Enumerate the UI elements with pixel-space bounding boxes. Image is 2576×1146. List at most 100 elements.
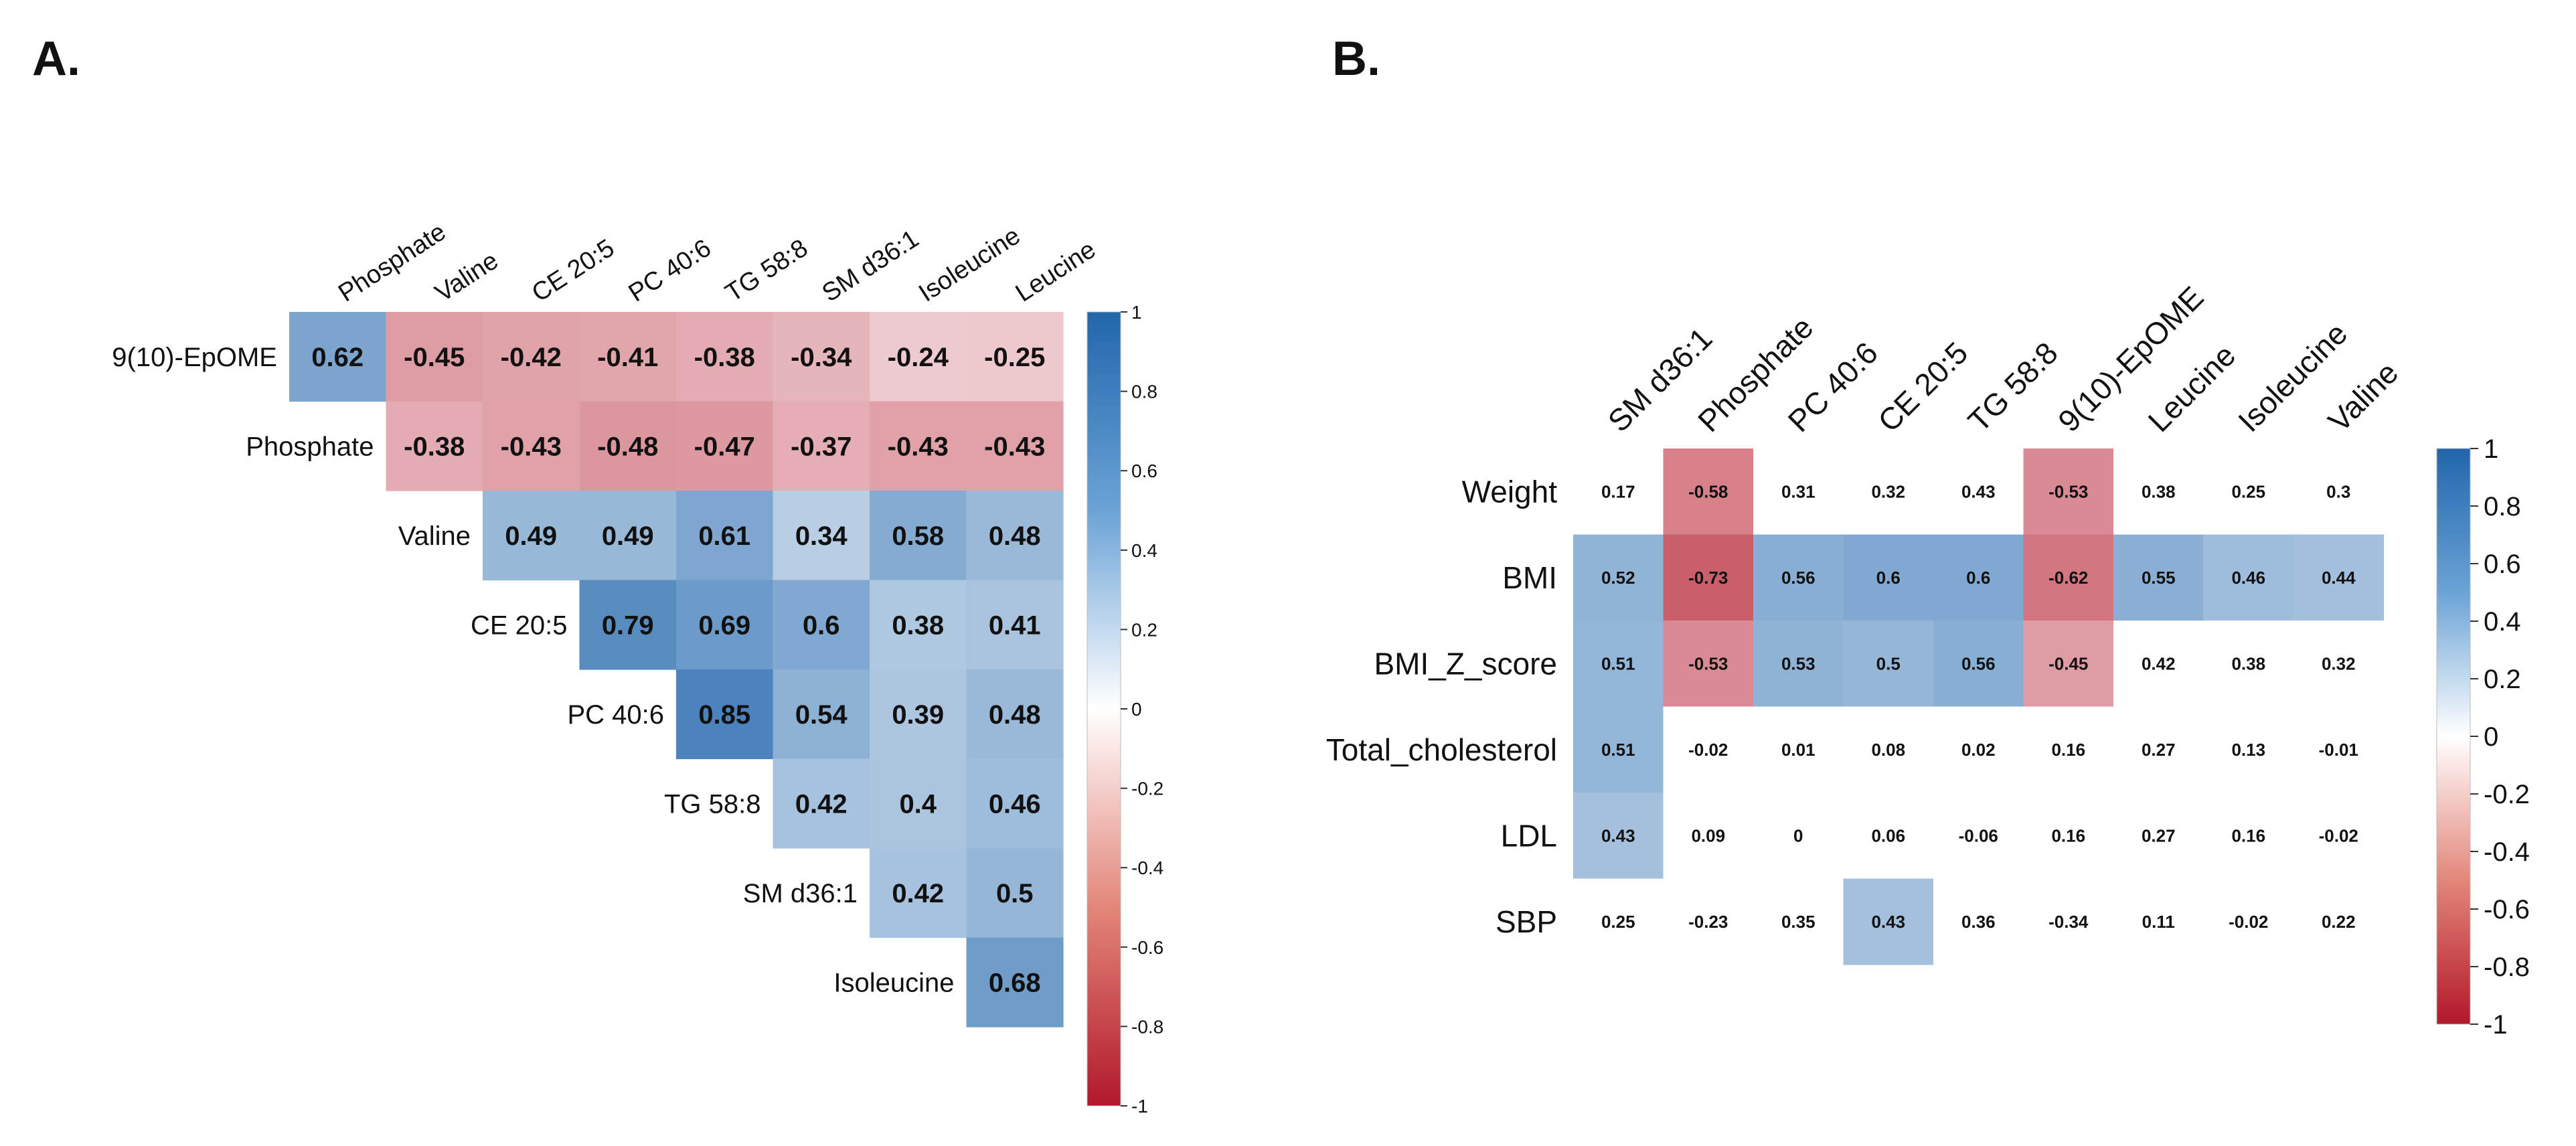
heatmap-b-cell [2023,878,2114,965]
heatmap-b-cell-value: 0.32 [2322,653,2356,673]
heatmap-b-cell-value: 0.25 [2231,481,2265,501]
colorbar-b-tick-label: -1 [2484,1010,2508,1040]
colorbar-a-tick-label: -0.2 [1131,779,1163,799]
colorbar-b-gradient [2436,448,2471,1025]
heatmap-a-cell-value: -0.48 [597,432,658,461]
panel-a-label: A. [32,32,80,86]
heatmap-a-cell-value: 0.69 [698,610,750,640]
heatmap-a-cell-value: 0.49 [602,521,654,551]
heatmap-a-cell [579,401,677,491]
heatmap-a-cell [870,491,967,581]
heatmap-a-cell-value: -0.45 [404,343,465,372]
heatmap-a-cell-value: 0.41 [989,610,1041,640]
heatmap-a-row-label: SM d36:1 [743,879,858,908]
heatmap-a-cell-value: -0.43 [984,432,1045,461]
colorbar-b-tick-label: 0.2 [2484,665,2521,694]
colorbar-b-tick-label: -0.2 [2484,780,2530,809]
heatmap-b-cell-value: 0.13 [2231,740,2265,760]
colorbar-b-tick-label: -0.8 [2484,953,2530,982]
heatmap-b-cell [1573,793,1664,880]
heatmap-a-column-label: Leucine [1011,236,1101,308]
colorbar-a-tick-label: 0.6 [1131,461,1157,481]
heatmap-b-cell [2293,706,2385,793]
colorbar-a-tick-label: -0.4 [1131,857,1163,878]
heatmap-b-cell [1933,621,2024,708]
heatmap-b-cell-value: 0.25 [1601,912,1635,932]
heatmap-b-cell-value: 0.32 [1871,481,1905,501]
heatmap-a-cell [870,401,967,491]
heatmap-a-cell [966,937,1064,1028]
heatmap-a-cell [966,491,1064,581]
heatmap-a-cell [870,848,967,938]
heatmap-a-cell-value: 0.85 [698,700,750,730]
heatmap-b-cell-value: 0.22 [2322,912,2356,932]
heatmap-a-row-label: PC 40:6 [567,700,664,730]
heatmap-b-column-label: TG 58:8 [1961,335,2065,438]
heatmap-b-cell-value: 0.56 [1961,653,1996,673]
heatmap-b-cell-value: 0.27 [2142,740,2176,760]
heatmap-b-cell [2023,448,2114,536]
colorbar-b: 1 0.8 0.6 0.4 0.2 0 -0.2 -0.4 -0.6 -0.8 -1 [2436,434,2530,1040]
heatmap-b-cell-value: 0.16 [2051,825,2085,845]
heatmap-b-column-label: CE 20:5 [1871,335,1974,438]
heatmap-a-cell-value: 0.54 [795,700,848,730]
colorbar-b-tick-label: -0.6 [2484,895,2530,924]
heatmap-a-cell [966,580,1064,670]
heatmap-a-cell-value: -0.43 [501,432,562,461]
heatmap-b-cell-value: 0.51 [1601,740,1635,760]
heatmap-b-cell-value: -0.62 [2048,568,2088,588]
heatmap-a-cell-value: -0.34 [791,343,852,372]
heatmap-a-cell-value: -0.24 [888,343,949,372]
heatmap-b-cell [2293,793,2385,880]
heatmap-a-cell-value: -0.43 [888,432,949,461]
heatmap-b-cell [1573,878,1664,965]
heatmap-a-cell [289,312,387,402]
heatmap-a-row-label: CE 20:5 [471,610,568,640]
colorbar-a-gradient [1086,311,1121,1107]
heatmap-b-cell-value: 0.42 [2142,653,2176,673]
heatmap-a-cell [870,758,967,849]
heatmap-b-cell [2203,793,2294,880]
heatmap-b-cell [2113,793,2204,880]
heatmap-b-cell-value: 0.3 [2326,481,2350,501]
heatmap-a-cell [676,669,774,760]
heatmap-b-cell-value: 0.17 [1601,481,1635,501]
colorbar-a-tick-label: -1 [1131,1096,1148,1117]
heatmap-b-cell-value: 0.5 [1876,653,1901,673]
heatmap-a-cell [676,580,774,670]
heatmap-b-cell-value: -0.53 [2048,481,2088,501]
heatmap-b-cell-value: 0.44 [2322,568,2356,588]
heatmap-b-cell-value: -0.73 [1688,568,1728,588]
heatmap-a-cell-value: 0.68 [989,968,1041,997]
heatmap-a-cell-value: -0.25 [984,343,1045,372]
heatmap-b-row-label: SBP [1496,904,1557,939]
heatmap-a-row-label: 9(10)-EpOME [112,343,277,372]
heatmap-b-cell-value: 0.46 [2231,568,2265,588]
heatmap-a-cell-value: -0.38 [694,343,755,372]
heatmap-a-row-label: Valine [398,521,471,551]
heatmap-a-cell [870,580,967,670]
colorbar-a-tick-label: 0.4 [1131,540,1157,561]
heatmap-b-cell-value: 0.16 [2051,740,2085,760]
heatmap-a-cell-value: 0.6 [803,610,840,640]
heatmap-b-cell [1663,878,1754,965]
heatmap-b-cell-value: -0.02 [1688,740,1728,760]
heatmap-b-column-label: Valine [2322,355,2405,438]
heatmap-b-cell-value: 0.35 [1781,912,1816,932]
heatmap-b-cell [2203,621,2294,708]
heatmap-b-cell-value: 0.31 [1781,481,1816,501]
heatmap-a-cell [773,669,870,760]
colorbar-b-tick-label: 0.8 [2484,492,2521,521]
heatmap-b-cell [1663,621,1754,708]
heatmap-b-cell-value: 0 [1793,825,1803,845]
heatmap-b-cell [1843,878,1934,965]
heatmap-b-cell-value: 0.27 [2142,825,2176,845]
heatmap-b-cell [2203,534,2294,621]
heatmap-b: 0.17 -0.58 0.31 0.32 0.43 -0.53 0.38 0.25 0.3 0.5… [1326,280,2405,965]
heatmap-a-cell [966,312,1064,402]
heatmap-a-cell [773,758,870,849]
heatmap-b-cell [2113,706,2204,793]
heatmap-b-cell-value: 0.43 [1871,912,1905,932]
heatmap-a-cell-value: 0.42 [892,879,944,908]
